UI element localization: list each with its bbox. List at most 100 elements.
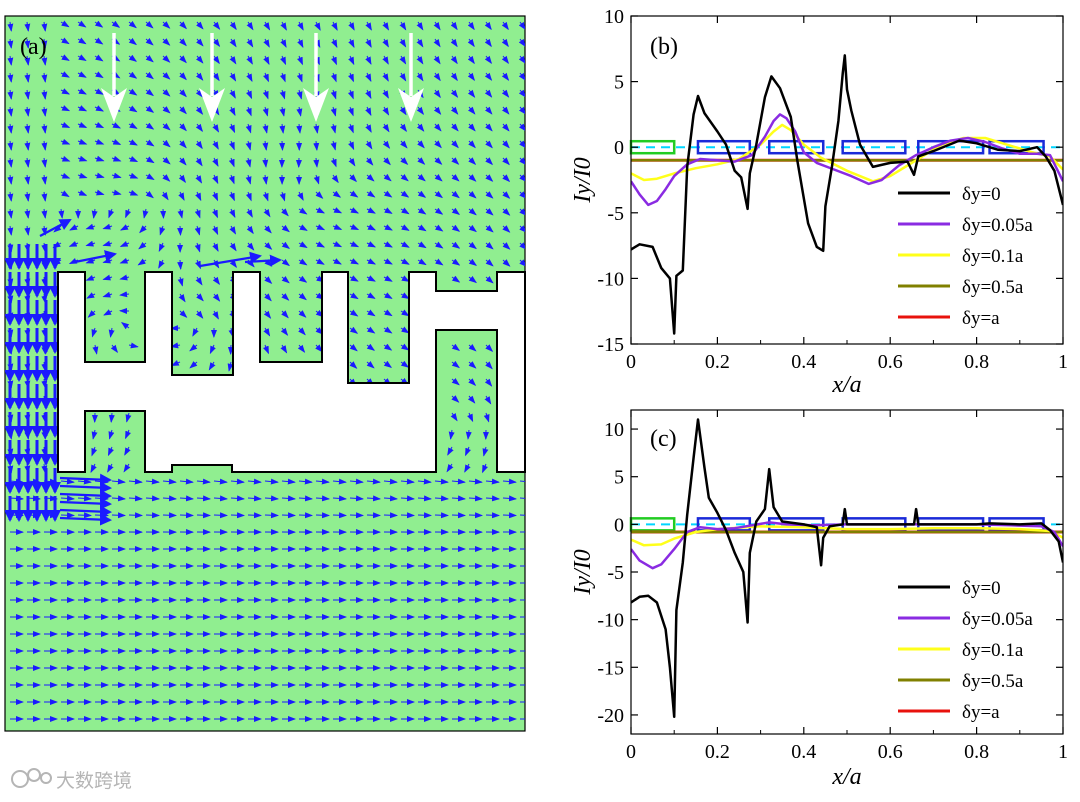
field-arrow [85,223,96,230]
field-arrow [482,463,488,474]
field-arrow [145,478,160,485]
field-arrow [229,106,236,116]
field-arrow [264,225,272,234]
field-arrow [365,72,372,83]
chart-b: 0 0.2 0.4 0.6 0.8 1 10 5 0 -5 -10 -15 (b) δy=0 δy=0.… [570,6,1068,398]
field-arrow [349,292,359,300]
field-arrow [263,310,272,319]
field-arrow [264,478,279,485]
field-arrow [195,140,203,150]
field-arrow [77,495,92,502]
field-arrow [330,140,337,151]
y-tick-label: 10 [604,6,624,28]
field-arrow [518,55,525,64]
field-arrow [366,190,376,198]
field-arrow [145,20,154,29]
field-arrow [467,412,474,423]
field-arrow [111,512,126,519]
field-arrow [417,478,432,485]
field-arrow [245,174,252,185]
field-arrow [417,190,427,198]
field-arrow [281,241,291,249]
field-arrow [90,463,97,473]
field-arrow [366,343,376,351]
field-arrow [212,276,220,286]
x-tick-label: 0.8 [964,741,989,763]
field-arrow [484,21,492,31]
field-arrow [229,208,236,219]
field-arrow [399,72,407,82]
field-arrow [366,207,376,214]
field-arrow [448,429,455,440]
field-arrow [366,292,376,299]
field-arrow [192,327,199,337]
field-arrow [416,106,424,115]
field-arrow [465,446,471,457]
field-arrow [313,174,320,185]
field-arrow [400,512,415,519]
field-arrow [298,207,308,215]
field-arrow [264,242,273,250]
field-arrow [179,38,187,47]
field-arrow [416,55,424,65]
field-arrow [400,140,408,149]
field-arrow [348,72,354,83]
field-arrow [263,21,271,31]
field-arrow [366,512,381,519]
field-arrow [417,512,432,519]
field-arrow [246,225,254,235]
strong-field-arrow [74,250,117,264]
field-arrow [417,224,427,232]
field-arrow [264,276,273,284]
field-arrow [212,72,220,82]
field-arrow [60,88,70,95]
field-arrow [246,72,253,82]
field-arrow [162,139,171,148]
field-arrow [245,123,252,134]
legend-label: δy=0.05a [962,609,1033,630]
field-arrow [111,155,122,162]
field-arrow [94,37,104,45]
field-arrow [128,71,138,79]
field-arrow [518,106,525,115]
field-arrow [158,242,165,253]
field-arrow [382,72,389,82]
field-arrow [196,293,204,302]
field-arrow [41,174,48,185]
field-arrow [119,291,130,298]
series-line-0 [631,54,1063,335]
field-arrow [450,72,458,82]
field-arrow [107,463,114,473]
field-arrow [247,495,262,502]
field-arrow [162,38,171,46]
field-arrow [145,88,154,97]
field-arrow [501,106,510,115]
field-arrow [94,20,104,28]
field-arrow [484,72,493,81]
y-tick-label: -10 [597,268,624,290]
field-arrow [296,72,303,83]
field-arrow [298,292,307,301]
legend-label: δy=0.05a [962,215,1033,236]
field-arrow [382,38,389,48]
field-arrow [400,157,409,165]
field-arrow [91,327,98,338]
field-arrow [485,174,494,182]
field-arrow [9,512,24,519]
field-arrow [366,360,375,369]
field-arrow [208,361,216,371]
field-arrow [349,309,359,317]
field-arrow [400,241,410,248]
field-arrow [331,174,339,184]
field-arrow [313,157,320,168]
field-arrow [417,495,432,502]
field-arrow [94,138,105,145]
field-arrow [280,327,289,336]
field-arrow [195,310,204,319]
field-arrow [24,140,31,151]
field-arrow [281,293,290,301]
field-arrow [485,140,493,149]
field-arrow [383,478,398,485]
field-arrow [519,480,525,482]
field-arrow [451,157,460,165]
